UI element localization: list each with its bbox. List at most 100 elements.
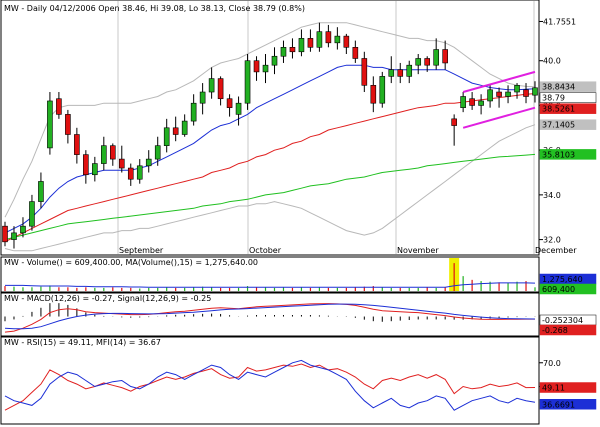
price-tag-lower_band: 37.1405 (542, 121, 575, 130)
price-series-green-ma (4, 153, 536, 241)
month-label: October (249, 246, 282, 255)
candle-body (2, 225, 8, 243)
candle-body (47, 100, 53, 149)
candle-body (109, 145, 116, 160)
candle-body (307, 38, 314, 48)
rsi-series-rsi (4, 363, 536, 411)
candle-body (442, 49, 448, 64)
candle-body (406, 64, 413, 77)
candle-body (370, 85, 377, 104)
panel-frame-3 (0, 336, 540, 425)
candle-body (65, 114, 71, 135)
candle-body (397, 69, 404, 77)
candle-body (92, 163, 98, 176)
price-tag-lower_band-bg (539, 119, 597, 130)
macd-panel: -0.252304-0.268 (4, 303, 597, 336)
rsi-title: MW - RSI(15) = 49.11, MFI(14) = 36.67 (4, 338, 161, 347)
candle-body (56, 98, 62, 115)
candle-body (361, 58, 368, 86)
candle-body (496, 91, 502, 97)
volume-tag-vol-bg (539, 283, 597, 295)
candle-body (298, 38, 305, 53)
candle-body (235, 102, 242, 115)
price-tag-ma_red-bg (539, 103, 597, 114)
candle-body (388, 69, 395, 77)
candle-body (523, 89, 529, 97)
month-label: December (535, 246, 577, 255)
candle-body (289, 47, 296, 53)
price-tag-close: 38.79 (542, 94, 565, 103)
volume-title: MW - Volume() = 609,400.00, MA(Volume(),… (4, 258, 258, 267)
candle-body (514, 85, 520, 93)
price-tag-ma_red: 38.5261 (542, 105, 575, 114)
price-tick-label: 40.0 (543, 57, 561, 66)
candle-body (262, 64, 269, 73)
candle-body (505, 91, 511, 97)
price-tick-label: 41.7551 (543, 17, 576, 26)
month-label: September (119, 246, 164, 255)
macd-series-macd (4, 303, 535, 333)
candle-body (253, 60, 260, 73)
volume-tag-ma: 1,275,640 (542, 275, 583, 284)
price-title: MW - Daily 04/12/2006 Open 38.46, Hi 39.… (4, 4, 305, 13)
rsi-tag-mfi: 36.6691 (542, 400, 575, 409)
rsi-tag-mfi-bg (539, 399, 597, 410)
macd-title: MW - MACD(12,26) = -0.27, Signal(12,26,9… (4, 294, 211, 303)
candle-body (136, 165, 143, 180)
month-label: November (397, 246, 439, 255)
candle-body (181, 120, 188, 135)
rsi-tag-rsi-bg (539, 382, 597, 393)
candle-body (74, 134, 80, 155)
price-tag-upper_band: 38.8434 (542, 83, 575, 92)
candle-body (163, 127, 170, 146)
price-tag-upper_band-bg (539, 81, 597, 92)
candle-body (127, 167, 134, 180)
price-tag-close-bg (539, 92, 597, 103)
candle-body (101, 145, 107, 164)
candle-body (343, 35, 350, 48)
candle-body (172, 127, 179, 135)
candle-body (83, 154, 89, 176)
panel-frames (0, 0, 540, 425)
candle-body (217, 78, 224, 100)
candle-body (334, 35, 341, 44)
candle-body (532, 87, 538, 96)
candle-body (118, 158, 125, 169)
candle-body (244, 60, 251, 104)
price-tick-label: 34.0 (543, 191, 561, 200)
candle-body (29, 201, 35, 227)
candle-body (352, 47, 359, 59)
candle-body (415, 58, 422, 66)
price-tick-label: 32.0 (543, 236, 561, 245)
candle-body (226, 98, 233, 108)
candle-body (478, 100, 484, 106)
candle-body (487, 89, 493, 102)
price-tag-ma_green-bg (539, 149, 597, 160)
candle-body (20, 225, 26, 234)
candle-body (433, 49, 439, 66)
price-series-red-ma (4, 93, 536, 243)
candle-body (154, 145, 161, 160)
price-tag-ma_green: 35.8103 (542, 150, 575, 159)
volume-ma-line (5, 282, 536, 288)
candle-body (271, 55, 278, 66)
candle-body (379, 76, 386, 104)
trendline-lower-channel (462, 106, 536, 129)
price-series-upper-band (4, 22, 536, 218)
candle-body (460, 96, 466, 108)
candle-body (469, 98, 475, 106)
rsi-tick-label: 70.0 (543, 359, 561, 368)
candle-body (38, 181, 44, 202)
macd-tag-macd: -0.268 (542, 326, 568, 335)
macd-tag-macd-bg (539, 324, 597, 336)
candle-body (199, 91, 206, 104)
candle-body (208, 78, 215, 93)
volume-tag-vol: 609,400 (542, 285, 575, 294)
rsi-tag-rsi: 49.11 (542, 384, 565, 393)
macd-tag-signal: -0.252304 (542, 316, 583, 325)
macd-series-signal (4, 303, 536, 330)
price-series-lower-band (4, 124, 536, 252)
